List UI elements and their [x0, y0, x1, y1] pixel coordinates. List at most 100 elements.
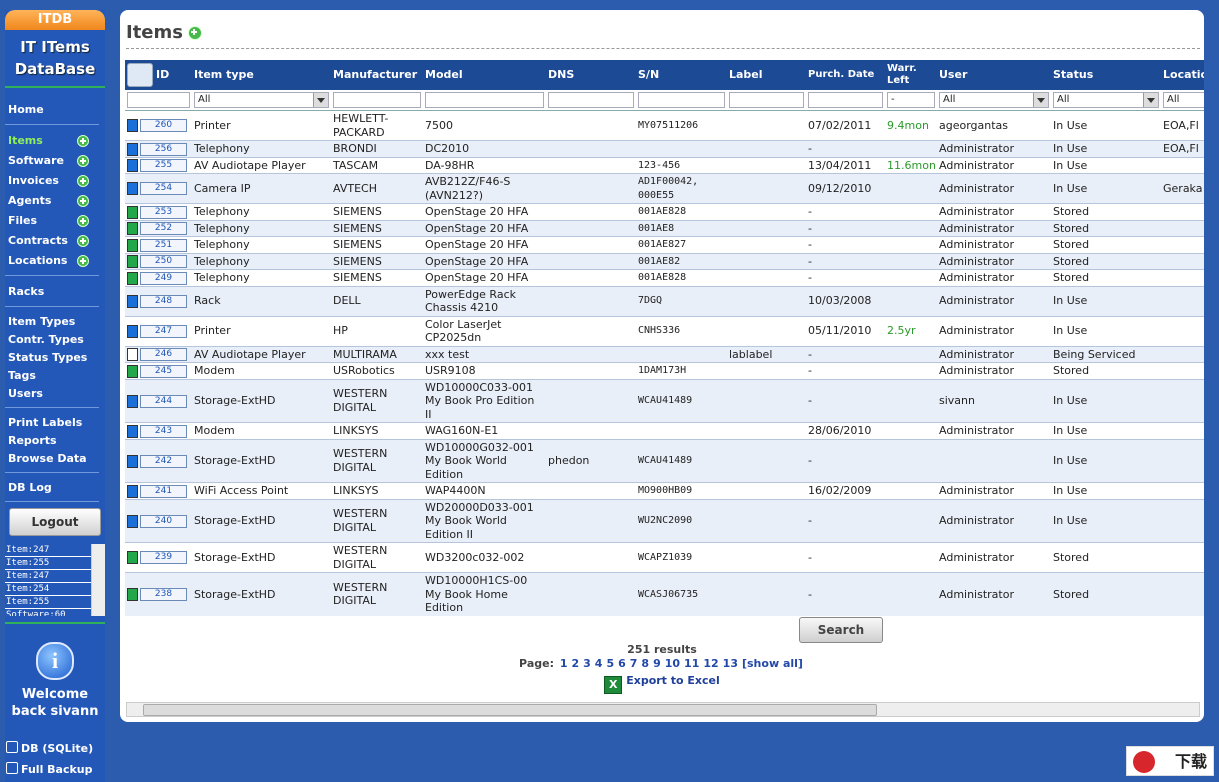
nav-link[interactable]: DB Log — [8, 479, 99, 497]
page-link[interactable]: 5 — [606, 657, 615, 670]
column-header[interactable]: S/N — [636, 60, 727, 90]
recent-item[interactable]: Software:60 — [5, 609, 91, 616]
nav-link[interactable]: Files — [8, 211, 99, 231]
page-link[interactable]: 13 — [722, 657, 738, 670]
item-id-link[interactable]: 255 — [140, 159, 187, 172]
add-icon[interactable] — [77, 235, 89, 247]
column-header-text[interactable]: Model — [425, 68, 463, 81]
column-header-text[interactable]: Purch. Date — [808, 69, 875, 80]
nav-link-text[interactable]: Print Labels — [8, 416, 83, 429]
page-link[interactable]: 2 — [571, 657, 580, 670]
item-id-link[interactable]: 250 — [140, 255, 187, 268]
nav-link-text[interactable]: Browse Data — [8, 452, 87, 465]
page-link[interactable]: 7 — [629, 657, 638, 670]
nav-link[interactable]: Agents — [8, 191, 99, 211]
nav-link[interactable]: Items — [8, 131, 99, 151]
filter-input[interactable]: All — [939, 92, 1049, 108]
item-id-link[interactable]: 245 — [140, 364, 187, 378]
page-link[interactable]: 6 — [618, 657, 626, 670]
filter-input[interactable] — [808, 92, 883, 108]
column-header-text[interactable]: User — [939, 68, 968, 81]
filter-input[interactable]: All — [194, 92, 329, 108]
nav-link-text[interactable]: Racks — [8, 285, 45, 298]
column-header-text[interactable]: Location — [1163, 68, 1204, 81]
column-header[interactable]: Manufacturer — [331, 60, 423, 90]
item-id-link[interactable]: 239 — [140, 551, 187, 565]
add-icon[interactable] — [77, 175, 89, 187]
nav-link-text[interactable]: Contracts — [8, 234, 68, 247]
nav-link-text[interactable]: Reports — [8, 434, 57, 447]
nav-link[interactable]: Software — [8, 151, 99, 171]
logout-button[interactable]: Logout — [9, 508, 101, 536]
nav-link-text[interactable]: DB Log — [8, 481, 52, 494]
nav-link[interactable]: Contracts — [8, 231, 99, 251]
item-id-link[interactable]: 244 — [140, 394, 187, 408]
column-header-text[interactable]: S/N — [638, 68, 660, 81]
item-id-link[interactable]: 251 — [140, 238, 187, 252]
item-id-link[interactable]: 238 — [140, 588, 187, 601]
nav-link-text[interactable]: Item Types — [8, 315, 76, 328]
export-link[interactable]: X Export to Excel — [120, 674, 1204, 694]
nav-link[interactable]: Browse Data — [8, 450, 99, 468]
recent-item[interactable]: Item:255 — [5, 596, 91, 609]
page-link[interactable]: 8 — [641, 657, 650, 670]
nav-link[interactable]: Reports — [8, 432, 99, 450]
nav-link[interactable]: Tags — [8, 367, 99, 385]
db-link-text[interactable]: DB (SQLite) — [21, 742, 94, 755]
page-link[interactable]: 11 — [684, 657, 700, 670]
recent-item[interactable]: Item:254 — [5, 583, 91, 596]
nav-link[interactable]: Home — [8, 100, 99, 120]
filter-input[interactable]: All — [1163, 92, 1204, 108]
page-link[interactable]: 9 — [653, 657, 661, 670]
page-link[interactable]: 12 — [703, 657, 719, 670]
recent-item[interactable]: Item:255 — [5, 557, 91, 570]
scroll-thumb[interactable] — [143, 704, 877, 716]
nav-link-text[interactable]: Files — [8, 214, 38, 227]
export-text[interactable]: Export to Excel — [626, 674, 720, 687]
search-button[interactable]: Search — [799, 617, 883, 643]
filter-input[interactable] — [638, 92, 725, 108]
filter-input[interactable]: - — [887, 92, 935, 108]
column-header[interactable]: Model — [423, 60, 546, 90]
nav-link[interactable]: Item Types — [8, 313, 99, 331]
show-all-link[interactable]: [show all] — [741, 657, 803, 670]
backup-link[interactable]: Full Backup — [6, 759, 93, 780]
page-link[interactable]: 4 — [594, 657, 603, 670]
item-id-link[interactable]: 247 — [140, 324, 187, 338]
nav-link[interactable]: Racks — [8, 282, 99, 302]
nav-link-text[interactable]: Invoices — [8, 174, 59, 187]
item-id-link[interactable]: 248 — [140, 294, 187, 308]
add-icon[interactable] — [77, 215, 89, 227]
column-header[interactable]: Label — [727, 60, 806, 90]
column-header[interactable]: Location — [1161, 60, 1204, 90]
column-header-text[interactable]: Warr. Left — [887, 63, 917, 86]
item-id-link[interactable]: 241 — [140, 484, 187, 498]
nav-link-text[interactable]: Users — [8, 387, 43, 400]
add-icon[interactable] — [77, 255, 89, 267]
column-header[interactable]: Purch. Date — [806, 60, 885, 90]
column-header[interactable]: Status — [1051, 60, 1161, 90]
column-header[interactable]: Warr. Left — [885, 60, 937, 90]
nav-link[interactable]: Users — [8, 385, 99, 403]
nav-link-text[interactable]: Locations — [8, 254, 68, 267]
dropdown-arrow[interactable] — [313, 93, 328, 107]
nav-link[interactable]: Contr. Types — [8, 331, 99, 349]
nav-link-text[interactable]: Tags — [8, 369, 36, 382]
filter-input[interactable] — [127, 92, 190, 108]
column-header-text[interactable]: Label — [729, 68, 763, 81]
column-header[interactable]: ID — [125, 60, 192, 90]
filter-input[interactable] — [548, 92, 634, 108]
item-id-link[interactable]: 252 — [140, 222, 187, 235]
filter-input[interactable] — [333, 92, 421, 108]
nav-link[interactable]: Locations — [8, 251, 99, 271]
item-id-link[interactable]: 249 — [140, 271, 187, 285]
item-id-link[interactable]: 253 — [140, 205, 187, 219]
item-id-link[interactable]: 246 — [140, 348, 187, 361]
dropdown-arrow[interactable] — [1143, 93, 1158, 107]
nav-link-text[interactable]: Home — [8, 103, 44, 116]
column-header[interactable]: DNS — [546, 60, 636, 90]
db-link[interactable]: DB (SQLite) — [6, 738, 93, 759]
nav-link[interactable]: Status Types — [8, 349, 99, 367]
nav-link[interactable]: Print Labels — [8, 414, 99, 432]
scrollbar[interactable] — [91, 544, 105, 616]
